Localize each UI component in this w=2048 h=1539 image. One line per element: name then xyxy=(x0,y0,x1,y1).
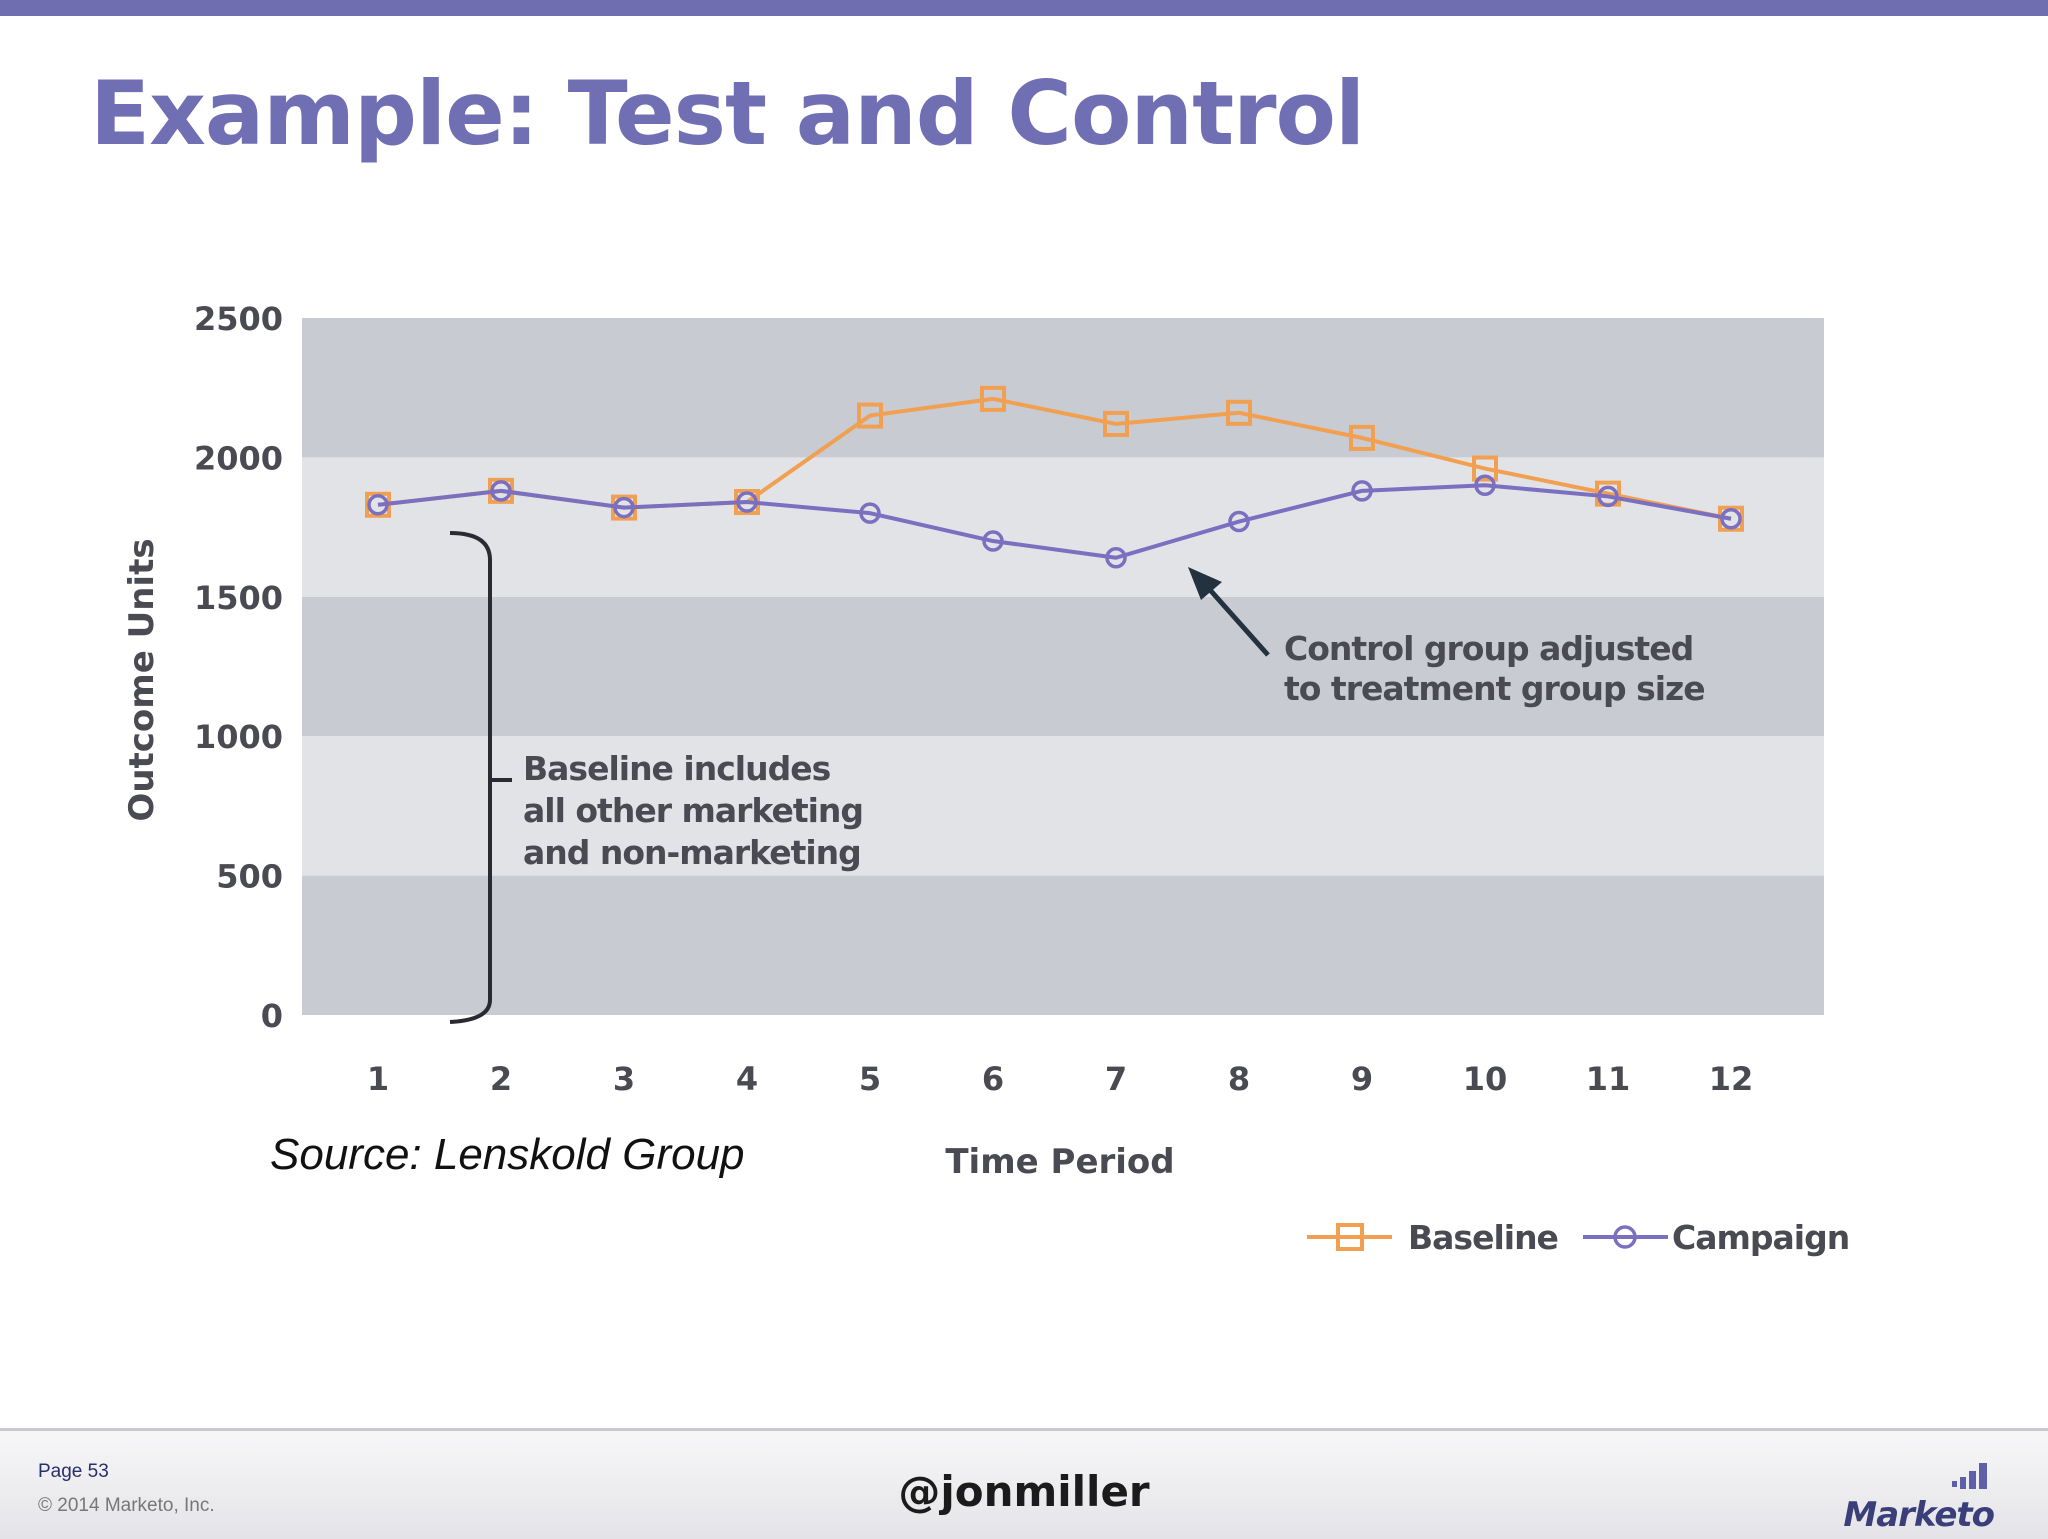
y-tick-label: 2500 xyxy=(194,300,283,338)
logo-wordmark: Marketo xyxy=(1843,1495,1995,1535)
annotation-arrow-head xyxy=(1188,567,1222,600)
x-tick-label: 6 xyxy=(982,1060,1004,1098)
x-tick-label: 1 xyxy=(367,1060,389,1098)
data-point-baseline xyxy=(1349,424,1375,451)
annotation-arrow-line xyxy=(1201,580,1270,657)
x-tick-label: 7 xyxy=(1105,1060,1127,1098)
copyright-text: © 2014 Marketo, Inc. xyxy=(38,1495,215,1516)
x-tick-label: 2 xyxy=(490,1060,512,1098)
data-point-baseline xyxy=(1472,455,1498,482)
y-tick-label: 0 xyxy=(261,997,283,1035)
x-tick-label: 5 xyxy=(859,1060,881,1098)
x-tick-label: 9 xyxy=(1351,1060,1373,1098)
footer: Page 53 © 2014 Marketo, Inc. @jonmiller … xyxy=(0,1428,2048,1539)
data-point-baseline xyxy=(1226,399,1252,426)
page-number: Page 53 xyxy=(38,1461,109,1482)
y-axis-title: Outcome Units xyxy=(122,538,162,821)
plot-band xyxy=(302,736,1824,876)
annotation-baseline: and non-marketing xyxy=(523,833,861,872)
y-tick-label: 500 xyxy=(216,858,283,896)
data-point-baseline xyxy=(1103,410,1129,437)
data-point-campaign xyxy=(613,496,635,519)
data-point-campaign xyxy=(1228,510,1250,533)
y-tick-label: 1000 xyxy=(194,718,283,756)
legend-marker-campaign xyxy=(1613,1225,1637,1249)
annotation-control-group: to treatment group size xyxy=(1284,669,1705,708)
data-point-campaign xyxy=(736,491,758,513)
plot-band xyxy=(302,875,1824,1015)
data-point-campaign xyxy=(490,480,512,502)
legend-label-campaign: Campaign xyxy=(1672,1218,1849,1257)
source-credit: Source: Lenskold Group xyxy=(270,1130,745,1179)
data-point-campaign xyxy=(859,502,881,524)
data-point-baseline xyxy=(980,385,1006,412)
x-tick-label: 4 xyxy=(736,1060,758,1098)
series-line-campaign xyxy=(377,483,1732,560)
plot-band xyxy=(302,457,1824,597)
twitter-handle: @jonmiller xyxy=(898,1467,1150,1516)
legend-marker-baseline xyxy=(1336,1223,1364,1251)
marketo-logo: Marketo xyxy=(1843,1459,2008,1535)
annotation-baseline: all other marketing xyxy=(523,791,863,830)
data-point-campaign xyxy=(1597,485,1619,508)
annotation-control-group: Control group adjusted xyxy=(1284,629,1693,668)
top-accent-bar xyxy=(0,0,2048,16)
x-axis-title: Time Period xyxy=(945,1142,1174,1182)
data-point-campaign xyxy=(1474,474,1496,497)
x-tick-label: 10 xyxy=(1463,1060,1508,1098)
x-tick-label: 12 xyxy=(1709,1060,1754,1098)
data-point-baseline xyxy=(857,402,883,429)
data-point-campaign xyxy=(982,530,1004,552)
y-tick-label: 2000 xyxy=(194,439,283,477)
data-point-campaign xyxy=(367,494,389,516)
x-tick-label: 3 xyxy=(613,1060,635,1098)
x-tick-label: 11 xyxy=(1586,1060,1631,1098)
x-tick-label: 8 xyxy=(1228,1060,1250,1098)
plot-band xyxy=(302,596,1824,737)
data-point-campaign xyxy=(1351,480,1373,502)
slide-title: Example: Test and Control xyxy=(90,62,1365,165)
logo-bars-icon xyxy=(1952,1463,1987,1489)
data-point-campaign xyxy=(1105,547,1127,569)
legend-label-baseline: Baseline xyxy=(1408,1218,1558,1257)
y-tick-label: 1500 xyxy=(194,579,283,617)
annotation-baseline: Baseline includes xyxy=(523,749,831,788)
data-point-campaign xyxy=(1720,507,1742,530)
plot-band xyxy=(302,318,1824,458)
